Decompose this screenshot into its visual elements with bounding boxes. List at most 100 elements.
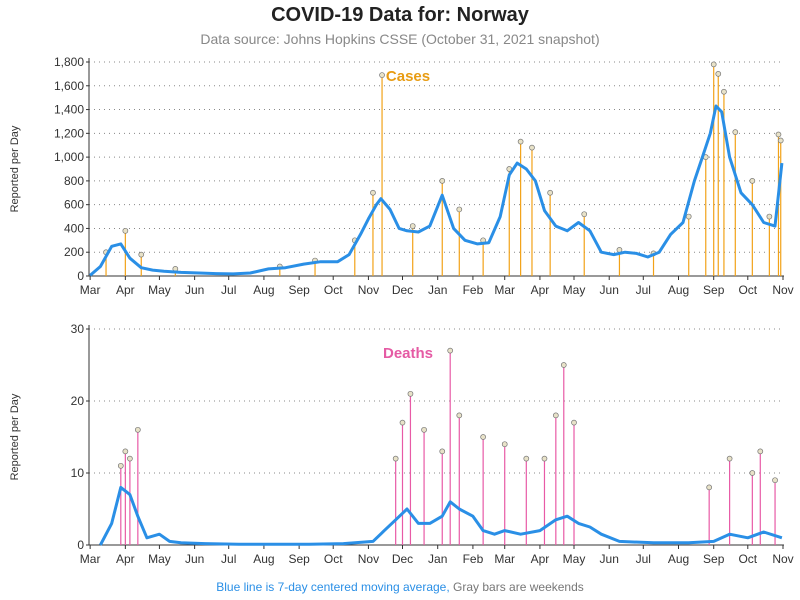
cases-xtick-label: Nov	[772, 283, 793, 297]
deaths-xtick-label: Oct	[324, 552, 343, 566]
cases-xtick-label: Mar	[494, 283, 515, 297]
deaths-point	[541, 455, 548, 462]
cases-xtick-label: Jul	[221, 283, 236, 297]
cases-xtick-label: Mar	[80, 283, 101, 297]
cases-xtick-label: Oct	[738, 283, 757, 297]
cases-xtick-label: Aug	[253, 283, 274, 297]
cases-ytick-label: 600	[64, 198, 84, 212]
deaths-point	[134, 426, 141, 433]
deaths-point	[772, 477, 778, 484]
deaths-point	[421, 426, 427, 433]
deaths-xtick-label: Aug	[668, 552, 689, 566]
deaths-xtick-label: Nov	[358, 552, 379, 566]
deaths-xtick-label: Nov	[772, 552, 793, 566]
cases-ytick-label: 1,000	[54, 150, 84, 164]
deaths-xtick-label: Apr	[531, 552, 550, 566]
cases-ytick-label: 1,200	[54, 126, 84, 140]
cases-xtick-label: Nov	[358, 283, 379, 297]
deaths-xtick-label: Jul	[221, 552, 236, 566]
cases-point	[777, 137, 784, 144]
deaths-xtick-label: Dec	[392, 552, 413, 566]
cases-moving-average-line	[89, 104, 784, 277]
deaths-point	[501, 441, 508, 448]
cases-ytick-label: 200	[64, 245, 84, 259]
deaths-xtick-label: Jan	[428, 552, 447, 566]
deaths-xtick-label: Jun	[600, 552, 619, 566]
deaths-xtick-label: Sep	[288, 552, 310, 566]
cases-ylabel: Reported per Day	[9, 125, 21, 212]
deaths-xtick-label: Mar	[494, 552, 515, 566]
cases-ytick-label: 0	[77, 269, 84, 283]
cases-ytick-label: 1,400	[54, 103, 84, 117]
cases-xtick-label: Feb	[463, 283, 484, 297]
deaths-xtick-label: Jul	[636, 552, 651, 566]
cases-point	[749, 178, 756, 184]
cases-xtick-label: Apr	[116, 283, 135, 297]
cases-ytick-label: 400	[64, 221, 84, 235]
deaths-point	[447, 347, 454, 354]
cases-point	[517, 138, 524, 145]
footer-average-note: Blue line is 7-day centered moving avera…	[216, 580, 450, 594]
deaths-point	[749, 470, 756, 476]
deaths-moving-average-line	[99, 485, 783, 546]
deaths-point	[571, 419, 577, 426]
cases-xtick-label: Apr	[531, 283, 550, 297]
cases-xtick-label: Dec	[392, 283, 413, 297]
deaths-point	[399, 419, 406, 426]
cases-panel-title: Cases	[386, 68, 430, 85]
deaths-point	[127, 455, 133, 462]
deaths-xtick-label: May	[148, 552, 171, 566]
cases-point	[409, 223, 416, 229]
cases-point	[439, 178, 446, 184]
deaths-point	[560, 362, 567, 368]
deaths-point	[117, 462, 124, 469]
deaths-point	[407, 390, 414, 397]
chart-footer: Blue line is 7-day centered moving avera…	[0, 580, 800, 594]
cases-xtick-label: Jun	[600, 283, 619, 297]
cases-xtick-label: May	[148, 283, 171, 297]
deaths-point	[480, 434, 486, 440]
deaths-xtick-label: May	[563, 552, 586, 566]
deaths-point	[552, 412, 559, 419]
chart-title: COVID-19 Data for: Norway	[271, 4, 529, 26]
cases-point	[581, 211, 588, 218]
cases-xtick-label: Jul	[636, 283, 651, 297]
cases-point	[715, 71, 722, 77]
cases-point	[685, 213, 692, 220]
cases-point	[721, 88, 727, 95]
deaths-point	[706, 484, 713, 491]
cases-xtick-label: Aug	[668, 283, 689, 297]
deaths-point	[456, 412, 463, 419]
deaths-ytick-label: 20	[71, 394, 85, 408]
cases-ytick-label: 1,800	[54, 55, 84, 69]
cases-xtick-label: Sep	[288, 283, 310, 297]
cases-point	[370, 189, 376, 196]
deaths-point	[523, 455, 530, 462]
cases-point	[732, 129, 739, 135]
cases-point	[379, 72, 385, 78]
cases-point	[766, 213, 773, 220]
deaths-point	[122, 448, 129, 455]
deaths-panel-title: Deaths	[383, 345, 433, 362]
deaths-xtick-label: Mar	[80, 552, 101, 566]
deaths-xtick-label: Aug	[253, 552, 274, 566]
cases-point	[138, 251, 145, 258]
chart-subtitle: Data source: Johns Hopkins CSSE (October…	[200, 31, 600, 47]
deaths-xtick-label: Apr	[116, 552, 135, 566]
cases-point	[547, 189, 554, 196]
cases-point	[710, 61, 717, 68]
deaths-xtick-label: Oct	[738, 552, 757, 566]
deaths-xtick-label: Jun	[185, 552, 204, 566]
deaths-point	[392, 455, 399, 462]
cases-xtick-label: Oct	[324, 283, 343, 297]
cases-point	[456, 206, 463, 213]
deaths-xtick-label: Feb	[463, 552, 484, 566]
footer-weekend-note: Gray bars are weekends	[453, 580, 584, 594]
deaths-point	[439, 448, 446, 455]
cases-xtick-label: May	[563, 283, 586, 297]
deaths-xtick-label: Sep	[703, 552, 725, 566]
cases-point	[775, 131, 782, 138]
deaths-ytick-label: 10	[71, 466, 85, 480]
deaths-ylabel: Reported per Day	[9, 393, 21, 480]
